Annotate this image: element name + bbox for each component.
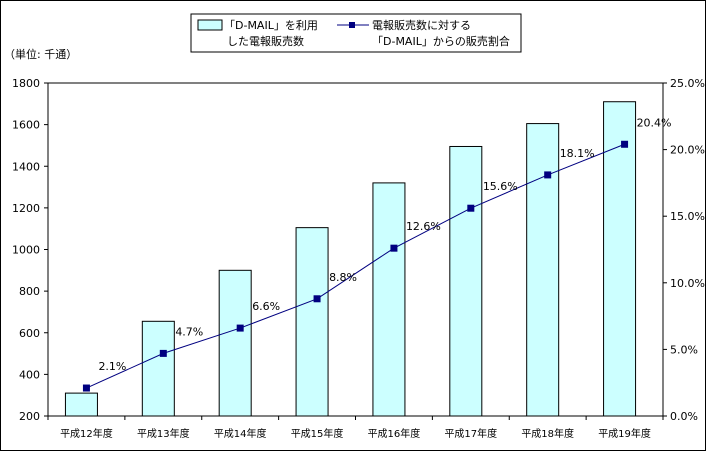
ratio-data-label: 6.6%	[252, 300, 280, 313]
left-tick-label: 800	[19, 285, 40, 298]
ratio-marker	[390, 244, 398, 252]
ratio-data-label: 18.1%	[560, 147, 595, 160]
right-tick-label: 0.0%	[670, 410, 698, 423]
ratio-marker	[236, 324, 244, 332]
bar	[526, 123, 560, 417]
ratio-data-label: 12.6%	[406, 220, 441, 233]
bar	[295, 227, 329, 417]
ratio-data-label: 2.1%	[98, 360, 126, 373]
x-axis: 平成12年度 平成13年度 平成14年度 平成15年度 平成16年度 平成17年度 平成18…	[47, 416, 664, 440]
left-tick-label: 1200	[12, 202, 40, 215]
bar	[603, 101, 637, 417]
left-tick-label: 400	[19, 368, 40, 381]
bar	[64, 392, 98, 417]
right-tick-label: 20.0%	[670, 144, 705, 157]
right-tick-label: 15.0%	[670, 210, 705, 223]
x-tick-label: 平成18年度	[521, 427, 574, 440]
bar	[449, 145, 483, 417]
right-axis: 0.0% 5.0% 10.0% 15.0% 20.0% 25.0%	[663, 77, 705, 423]
ratio-line	[86, 143, 625, 389]
plot-area	[47, 82, 664, 417]
line-series	[82, 140, 629, 392]
left-tick-label: 1400	[12, 160, 40, 173]
y-unit-label: （単位: 千通）	[4, 47, 77, 61]
ratio-marker	[467, 204, 475, 212]
bar	[218, 269, 252, 417]
left-tick-label: 1600	[12, 119, 40, 132]
x-tick-label: 平成14年度	[214, 427, 267, 440]
x-tick-label: 平成16年度	[368, 427, 421, 440]
ratio-marker	[621, 140, 629, 148]
bar-series	[64, 101, 637, 417]
left-tick-label: 1800	[12, 77, 40, 90]
ratio-data-label: 15.6%	[483, 180, 518, 193]
ratio-data-label: 8.8%	[329, 271, 357, 284]
legend-bar-label-1: 「D-MAIL」を利用	[224, 19, 318, 32]
x-tick-label: 平成12年度	[60, 427, 113, 440]
bar	[141, 320, 175, 417]
bar	[372, 182, 406, 417]
left-axis: 200 400 600 800 1000 1200 1400 1600 1800	[12, 77, 48, 423]
legend-box	[190, 13, 522, 53]
x-tick-label: 平成19年度	[598, 427, 651, 440]
legend-bar-label-2: した電報販売数	[227, 35, 304, 48]
legend: 「D-MAIL」を利用 した電報販売数 電報販売数に対する 「D-MAIL」から…	[190, 13, 522, 53]
legend-line-marker	[349, 22, 355, 28]
x-tick-label: 平成13年度	[137, 427, 190, 440]
ratio-data-label: 4.7%	[175, 325, 203, 338]
ratio-data-label: 20.4%	[637, 116, 672, 129]
right-tick-label: 25.0%	[670, 77, 705, 90]
ratio-marker	[313, 295, 321, 303]
ratio-marker	[544, 171, 552, 179]
legend-line-label-2: 「D-MAIL」からの販売割合	[372, 34, 510, 48]
ratio-marker	[159, 349, 167, 357]
left-tick-label: 200	[19, 410, 40, 423]
right-tick-label: 10.0%	[670, 277, 705, 290]
left-tick-label: 1000	[12, 244, 40, 257]
right-tick-label: 5.0%	[670, 343, 698, 356]
data-labels: 2.1% 4.7% 6.6% 8.8% 12.6% 15.6% 18.1% 20.4%	[98, 116, 671, 373]
legend-line-label-1: 電報販売数に対する	[372, 18, 471, 32]
x-tick-label: 平成15年度	[291, 427, 344, 440]
ratio-marker	[82, 384, 90, 392]
left-tick-label: 600	[19, 327, 40, 340]
legend-bar-swatch	[197, 19, 223, 31]
x-tick-label: 平成17年度	[444, 427, 497, 440]
